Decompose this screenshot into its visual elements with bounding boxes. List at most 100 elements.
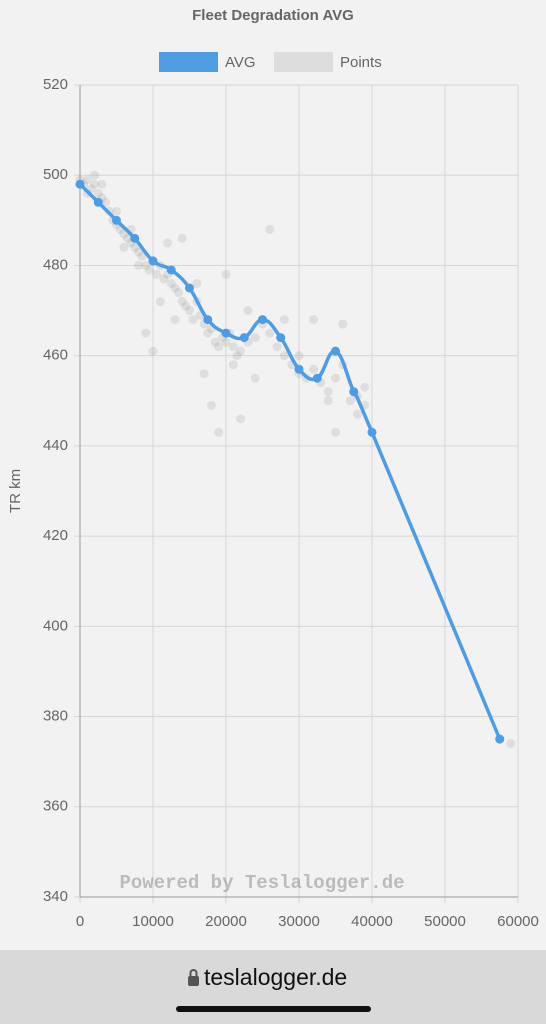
x-tick-label: 60000 <box>497 913 539 930</box>
avg-point <box>221 328 231 338</box>
point <box>210 337 220 347</box>
point <box>141 260 151 270</box>
point <box>228 342 238 352</box>
point <box>331 427 340 437</box>
point <box>163 238 173 248</box>
point <box>279 315 289 325</box>
point <box>232 351 242 361</box>
point <box>101 197 111 207</box>
point <box>272 342 282 352</box>
point <box>177 233 187 243</box>
point <box>122 233 132 243</box>
y-tick-label: 480 <box>43 256 68 273</box>
y-tick-label: 380 <box>43 708 68 725</box>
lock-icon <box>188 976 199 986</box>
point <box>159 274 169 284</box>
point <box>338 319 348 329</box>
point <box>214 342 224 352</box>
point <box>93 188 103 198</box>
y-tick-label: 460 <box>43 347 68 364</box>
point <box>360 382 370 392</box>
point <box>506 739 516 749</box>
point <box>243 306 253 316</box>
y-tick-label: 400 <box>43 617 68 634</box>
point <box>309 364 319 374</box>
x-tick-label: 10000 <box>132 913 174 930</box>
y-tick-label: 520 <box>43 76 68 93</box>
chart-title: Fleet Degradation AVG <box>192 7 354 24</box>
y-tick-label: 500 <box>43 166 68 183</box>
point <box>155 297 165 307</box>
x-tick-label: 50000 <box>424 913 466 930</box>
legend-swatch <box>274 52 333 72</box>
point <box>265 224 275 234</box>
avg-point <box>495 734 505 744</box>
avg-point <box>367 427 377 437</box>
y-axis-label: TR km <box>7 469 24 513</box>
legend-label: Points <box>340 54 382 71</box>
point <box>331 373 340 383</box>
point <box>181 301 191 311</box>
point <box>137 251 147 261</box>
point <box>345 396 355 406</box>
point <box>309 315 319 325</box>
avg-point <box>203 315 213 325</box>
point <box>148 346 158 356</box>
avg-point <box>276 333 286 343</box>
avg-point <box>239 333 249 343</box>
x-tick-label: 40000 <box>351 913 393 930</box>
point <box>236 414 246 424</box>
home-indicator <box>176 1006 371 1012</box>
avg-point <box>112 215 121 225</box>
point <box>323 387 333 397</box>
point <box>192 278 202 288</box>
avg-point <box>331 346 340 356</box>
avg-point <box>166 265 176 275</box>
address[interactable]: teslalogger.de <box>204 964 347 990</box>
point <box>279 351 289 361</box>
y-tick-label: 420 <box>43 527 68 544</box>
lock-shackle <box>189 969 198 976</box>
watermark: Powered by Teslalogger.de <box>119 872 404 894</box>
point <box>214 427 224 437</box>
point <box>144 265 154 275</box>
plot: 340 360 380 400 420 440 460 480 500 520 0 10000 2000… <box>43 76 539 930</box>
point <box>119 242 129 252</box>
point <box>133 247 143 257</box>
y-tick-label: 440 <box>43 437 68 454</box>
point <box>90 170 100 180</box>
point <box>236 346 246 356</box>
legend-label: AVG <box>225 54 256 71</box>
point <box>203 328 213 338</box>
point <box>141 328 151 338</box>
point <box>166 278 176 288</box>
legend-swatch <box>159 52 218 72</box>
point <box>323 396 333 406</box>
point <box>199 369 209 379</box>
avg-point <box>75 179 85 189</box>
x-tick-label: 20000 <box>205 913 247 930</box>
avg-point <box>130 233 140 243</box>
avg-point <box>258 315 267 325</box>
avg-point <box>148 256 158 266</box>
point <box>133 260 143 270</box>
point <box>152 269 162 279</box>
point <box>97 179 107 189</box>
point <box>250 333 260 343</box>
point <box>185 306 194 316</box>
point <box>294 351 304 361</box>
point <box>265 328 275 338</box>
point <box>228 360 238 370</box>
point <box>130 242 140 252</box>
point <box>90 179 100 189</box>
point <box>112 206 121 216</box>
point <box>170 315 180 325</box>
point <box>250 373 260 383</box>
avg-point <box>93 197 103 207</box>
point <box>82 175 92 185</box>
avg-point <box>185 283 194 293</box>
point <box>221 269 231 279</box>
avg-point <box>294 364 304 374</box>
